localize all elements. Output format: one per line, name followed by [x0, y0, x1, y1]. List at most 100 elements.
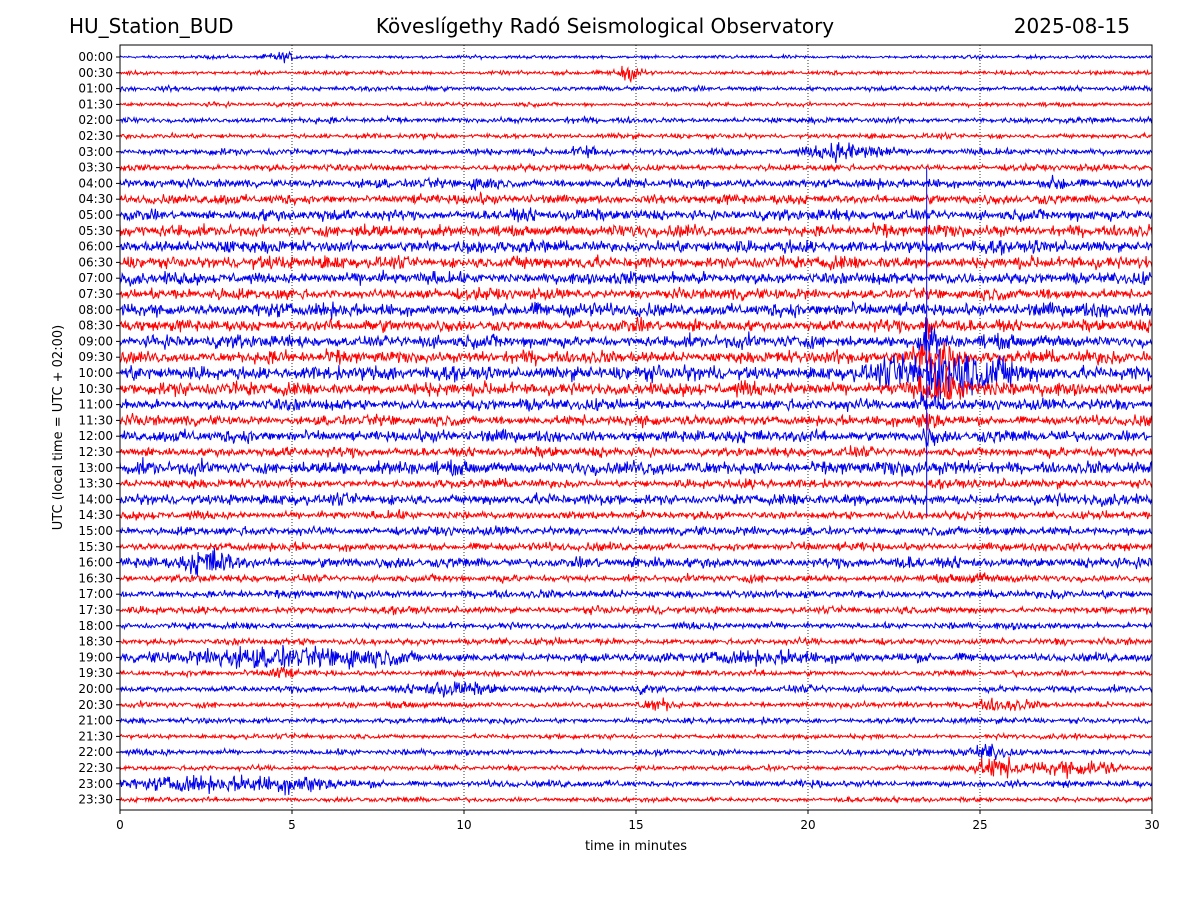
y-tick-label-43: 21:30 [78, 729, 113, 743]
y-tick-label-30: 15:00 [78, 524, 113, 538]
y-tick-label-2: 01:00 [78, 82, 113, 96]
y-tick-label-38: 19:00 [78, 650, 113, 664]
y-tick-label-41: 20:30 [78, 698, 113, 712]
trace-row-0400 [119, 174, 1153, 192]
trace-row-2200 [119, 743, 1153, 760]
trace-row-1000 [119, 349, 1153, 405]
y-tick-label-26: 13:00 [78, 461, 113, 475]
trace-row-1230 [119, 444, 1153, 460]
y-tick-label-10: 05:00 [78, 208, 113, 222]
y-tick-label-32: 16:00 [78, 556, 113, 570]
y-tick-label-27: 13:30 [78, 477, 113, 491]
y-tick-label-29: 14:30 [78, 508, 113, 522]
y-tick-label-17: 08:30 [78, 319, 113, 333]
trace-row-2130 [119, 731, 1153, 742]
y-tick-label-44: 22:00 [78, 745, 113, 759]
trace-row-0230 [119, 131, 1153, 141]
y-tick-label-0: 00:00 [78, 50, 113, 64]
y-tick-label-46: 23:00 [78, 777, 113, 791]
trace-row-0900 [119, 317, 1153, 362]
y-tick-label-8: 04:00 [78, 176, 113, 190]
trace-row-1530 [119, 540, 1153, 553]
y-tick-label-21: 10:30 [78, 382, 113, 396]
y-tick-label-35: 17:30 [78, 603, 113, 617]
x-axis-ticks: 0 5 10 15 20 25 30 [116, 810, 1160, 832]
y-tick-label-16: 08:00 [78, 303, 113, 317]
trace-row-2030 [119, 697, 1153, 712]
date-label: 2025-08-15 [1013, 14, 1130, 38]
trace-row-2300 [119, 774, 1153, 796]
y-tick-label-6: 03:00 [78, 145, 113, 159]
trace-row-0100 [119, 83, 1152, 94]
trace-row-0030 [119, 65, 1153, 84]
y-axis-label: UTC (local time = UTC + 02:00) [51, 325, 66, 530]
y-tick-label-18: 09:00 [78, 334, 113, 348]
y-tick-label-33: 16:30 [78, 571, 113, 585]
trace-row-0430 [119, 190, 1153, 207]
y-tick-label-5: 02:30 [78, 129, 113, 143]
trace-row-0630 [119, 254, 1153, 271]
trace-row-0530 [119, 222, 1153, 239]
trace-row-0300 [119, 142, 1153, 164]
trace-row-0000 [119, 50, 1153, 64]
trace-row-0730 [119, 286, 1153, 302]
trace-row-1500 [119, 524, 1153, 537]
y-tick-label-3: 01:30 [78, 97, 113, 111]
y-tick-label-40: 20:00 [78, 682, 113, 696]
trace-row-1200 [119, 427, 1153, 448]
y-tick-label-9: 04:30 [78, 192, 113, 206]
trace-row-1100 [119, 391, 1153, 413]
trace-row-1700 [119, 588, 1153, 601]
trace-row-1600 [119, 547, 1153, 577]
trace-row-1930 [119, 667, 1153, 679]
y-tick-label-25: 12:30 [78, 445, 113, 459]
x-tick-label-6: 30 [1144, 818, 1159, 832]
trace-row-0800 [119, 300, 1153, 320]
observatory-title: Köveslígethy Radó Seismological Observat… [375, 14, 835, 38]
y-tick-label-39: 19:30 [78, 666, 113, 680]
trace-row-0830 [119, 316, 1153, 340]
y-tick-label-20: 10:00 [78, 366, 113, 380]
vertical-grid [291, 45, 981, 810]
y-tick-label-47: 23:30 [78, 793, 113, 807]
y-tick-label-14: 07:00 [78, 271, 113, 285]
trace-row-1400 [119, 491, 1153, 507]
trace-row-1900 [119, 644, 1153, 670]
y-tick-label-28: 14:00 [78, 492, 113, 506]
trace-row-2000 [119, 681, 1153, 698]
y-tick-label-1: 00:30 [78, 66, 113, 80]
station-name: HU_Station_BUD [69, 14, 234, 38]
x-tick-label-5: 25 [972, 818, 987, 832]
x-tick-label-1: 5 [288, 818, 296, 832]
trace-row-1630 [119, 572, 1153, 584]
trace-row-0130 [119, 100, 1153, 109]
x-tick-label-2: 10 [456, 818, 471, 832]
y-tick-label-42: 21:00 [78, 714, 113, 728]
trace-row-1330 [119, 477, 1153, 491]
x-tick-label-4: 20 [800, 818, 815, 832]
trace-row-1030 [119, 368, 1153, 400]
trace-row-0500 [119, 207, 1153, 223]
trace-row-0330 [119, 162, 1153, 174]
x-axis-label: time in minutes [585, 839, 687, 854]
trace-row-1800 [119, 620, 1153, 632]
y-tick-label-13: 06:30 [78, 255, 113, 269]
trace-row-1730 [119, 604, 1153, 616]
y-tick-label-12: 06:00 [78, 240, 113, 254]
trace-row-0930 [119, 341, 1153, 374]
trace-row-0200 [119, 114, 1153, 126]
trace-row-1430 [119, 509, 1153, 521]
trace-row-0600 [119, 238, 1153, 256]
y-tick-label-34: 17:00 [78, 587, 113, 601]
trace-row-2230 [119, 756, 1153, 779]
y-tick-label-36: 18:00 [78, 619, 113, 633]
y-tick-label-31: 15:30 [78, 540, 113, 554]
y-tick-label-4: 02:00 [78, 113, 113, 127]
x-tick-label-3: 15 [628, 818, 643, 832]
y-tick-label-15: 07:30 [78, 287, 113, 301]
y-tick-label-11: 05:30 [78, 224, 113, 238]
y-tick-label-37: 18:30 [78, 635, 113, 649]
y-tick-label-45: 22:30 [78, 761, 113, 775]
